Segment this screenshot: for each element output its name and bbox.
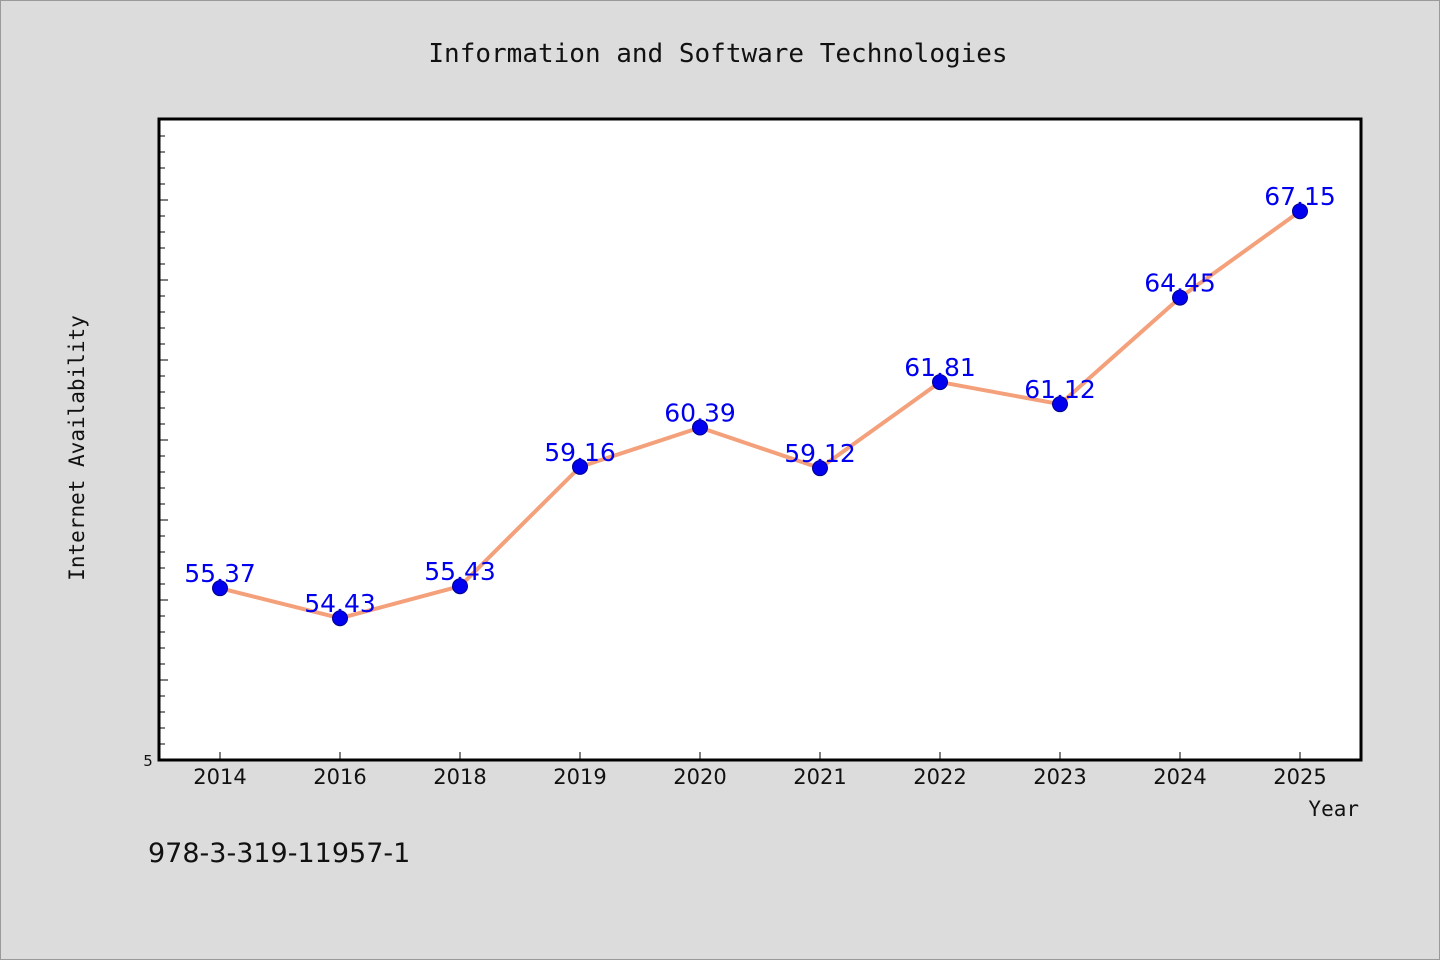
x-tick-label: 2020 bbox=[673, 765, 726, 789]
x-axis-ticks: 2014 2016 2018 2019 2020 2021 2022 2023 2024 2025 bbox=[193, 752, 1327, 789]
plot-area bbox=[157, 117, 1363, 762]
x-tick-label: 2025 bbox=[1273, 765, 1326, 789]
y-tick-label: 5 bbox=[143, 752, 153, 770]
data-point bbox=[1292, 203, 1308, 220]
data-point bbox=[332, 610, 348, 627]
x-tick-label: 2018 bbox=[433, 765, 486, 789]
data-point bbox=[812, 460, 828, 477]
data-label: 54.43 bbox=[304, 589, 376, 618]
data-point bbox=[212, 580, 228, 597]
data-point bbox=[1052, 396, 1068, 413]
data-label: 61.12 bbox=[1024, 375, 1096, 404]
x-tick-label: 2016 bbox=[313, 765, 366, 789]
chart-title: Information and Software Technologies bbox=[428, 39, 1007, 69]
x-tick-label: 2023 bbox=[1033, 765, 1086, 789]
x-axis-label: Year bbox=[1308, 797, 1359, 821]
series-line bbox=[218, 209, 1302, 621]
data-label: 67.15 bbox=[1264, 182, 1336, 211]
footnote: 978-3-319-11957-1 bbox=[148, 838, 410, 869]
data-point bbox=[1172, 289, 1188, 306]
data-point bbox=[572, 458, 588, 475]
y-axis-label: Internet Availability bbox=[65, 315, 89, 581]
data-label: 55.43 bbox=[424, 557, 496, 586]
x-tick-label: 2024 bbox=[1153, 765, 1206, 789]
x-tick-label: 2014 bbox=[193, 765, 246, 789]
x-tick-label: 2022 bbox=[913, 765, 966, 789]
data-label: 59.16 bbox=[544, 438, 616, 467]
data-label: 59.12 bbox=[784, 439, 856, 468]
data-label: 60.39 bbox=[664, 399, 736, 428]
data-label: 64.45 bbox=[1144, 269, 1216, 298]
series-group: 55.37 54.43 55.43 59.16 60.39 59.12 61.81 61.12… bbox=[184, 182, 1336, 627]
x-tick-label: 2021 bbox=[793, 765, 846, 789]
y-axis-ticks bbox=[160, 135, 168, 745]
data-point bbox=[692, 419, 708, 436]
data-label: 61.81 bbox=[904, 353, 976, 382]
data-point bbox=[452, 578, 468, 595]
data-point bbox=[932, 374, 948, 391]
data-label: 55.37 bbox=[184, 559, 256, 588]
x-tick-label: 2019 bbox=[553, 765, 606, 789]
